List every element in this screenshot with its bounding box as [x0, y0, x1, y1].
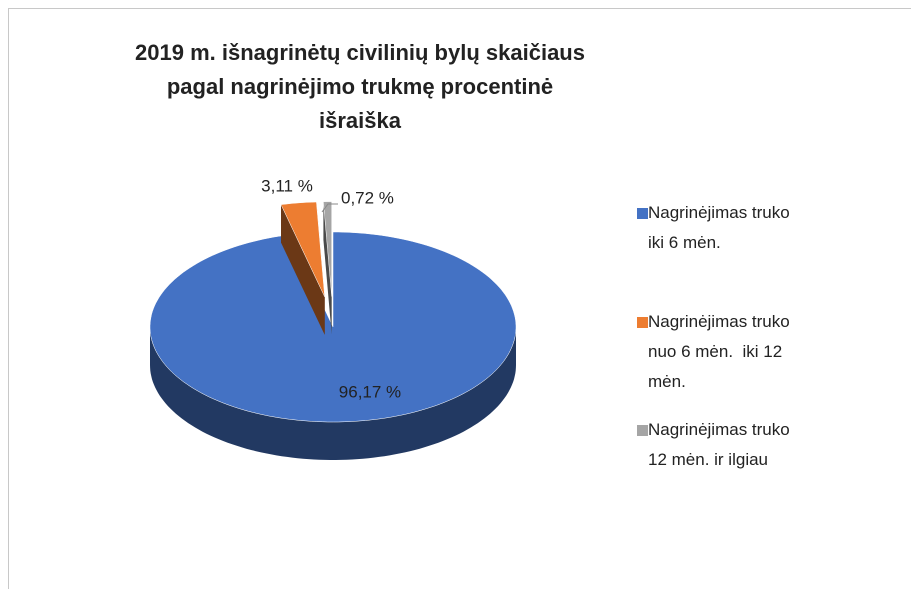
legend-label: Nagrinėjimas truko iki 6 mėn. [648, 203, 795, 252]
legend-swatch [637, 317, 648, 328]
slice [149, 231, 517, 423]
data-label: 3,11 % [261, 176, 313, 195]
legend-swatch [637, 208, 648, 219]
data-label: 0,72 % [341, 188, 394, 207]
legend-swatch [637, 425, 648, 436]
leader-line [321, 203, 338, 213]
slice-side [281, 204, 325, 335]
slice-side [323, 201, 332, 335]
legend-label: Nagrinėjimas truko nuo 6 mėn. iki 12 mėn… [648, 312, 795, 391]
slice [280, 201, 325, 298]
slice [323, 201, 332, 297]
slice-side [150, 327, 516, 460]
chart-border [8, 8, 911, 589]
chart-title: 2019 m. išnagrinėtų civilinių bylų skaič… [135, 40, 585, 133]
legend-label: Nagrinėjimas truko 12 mėn. ir ilgiau [648, 420, 795, 469]
data-label: 96,17 % [339, 382, 401, 401]
